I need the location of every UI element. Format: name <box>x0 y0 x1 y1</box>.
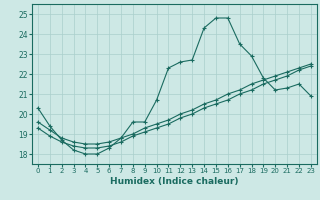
X-axis label: Humidex (Indice chaleur): Humidex (Indice chaleur) <box>110 177 239 186</box>
